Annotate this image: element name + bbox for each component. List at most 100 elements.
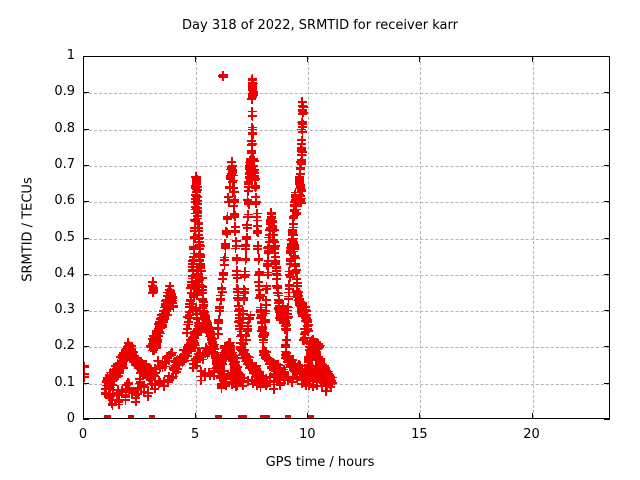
data-point [324,372,334,382]
data-point [247,154,257,164]
data-point-zero [262,415,271,418]
data-point [196,261,206,271]
data-point [260,315,270,325]
data-point [195,263,205,273]
data-point [234,317,244,327]
data-point [275,308,285,318]
data-point [313,354,323,364]
data-point [104,373,114,383]
data-point [168,293,178,303]
data-point [265,223,275,233]
data-point [298,368,308,378]
data-point [297,151,307,161]
data-point [221,344,231,354]
data-point [298,105,308,115]
data-point [247,146,257,156]
data-point [159,313,169,323]
data-point [252,209,262,219]
data-point [124,349,134,359]
data-point [202,316,212,326]
data-point [170,357,180,367]
data-point [288,225,298,235]
data-point [117,361,127,371]
data-point [148,277,158,287]
data-point [229,351,239,361]
data-point [270,241,280,251]
data-point [244,179,254,189]
data-point [234,369,244,379]
data-point [110,367,120,377]
data-point [199,308,209,318]
data-point [252,377,262,387]
data-point [290,187,300,197]
data-point [160,361,170,371]
data-point [136,361,146,371]
data-point [203,324,213,334]
y-tick-label: 0.1 [54,374,75,390]
data-point [262,300,272,310]
data-point [224,338,234,348]
data-point [232,363,242,373]
data-point [288,363,298,373]
data-point [113,369,123,379]
x-axis-tick [83,413,84,419]
y-axis-tick [83,92,89,94]
data-point [280,318,290,328]
data-point [270,361,280,371]
data-point [287,235,297,245]
data-point [260,316,270,326]
data-point [139,359,149,369]
data-point [247,139,257,149]
data-point [119,348,129,358]
data-point [157,322,167,332]
data-point [250,172,260,182]
data-point [308,370,318,380]
data-point [322,368,332,378]
data-point [184,344,194,354]
data-point [144,372,154,382]
data-point [221,349,231,359]
data-point [305,375,315,385]
data-point [256,370,266,380]
data-point [249,156,259,166]
data-point [120,392,130,402]
data-point [187,338,197,348]
data-point [249,366,259,376]
data-point [163,288,173,298]
data-point [293,362,303,372]
data-point [160,311,170,321]
data-point [179,353,189,363]
gridline-horizontal [84,129,609,131]
data-point [140,365,150,375]
data-point [114,366,124,376]
data-point [220,253,230,263]
data-point [126,348,136,358]
data-point [187,341,197,351]
data-point [297,304,307,314]
data-point [284,292,294,302]
data-point [284,352,294,362]
data-point [218,72,228,82]
data-point [295,361,305,371]
gridline-vertical [308,57,310,418]
data-point [208,347,218,357]
data-point [297,118,307,127]
data-point [117,363,127,373]
data-point [232,366,242,376]
data-point [280,353,290,363]
data-point [248,364,258,374]
data-point [274,304,284,314]
data-point [219,354,229,364]
data-point [118,387,128,397]
data-point [277,308,287,318]
data-point [280,370,290,380]
data-point [310,372,320,382]
data-point [144,370,154,380]
data-point [322,370,332,380]
data-point [279,311,289,321]
data-point [138,362,148,372]
data-point [319,364,329,374]
data-point [246,156,256,166]
data-point [244,179,254,189]
data-point [119,349,129,359]
